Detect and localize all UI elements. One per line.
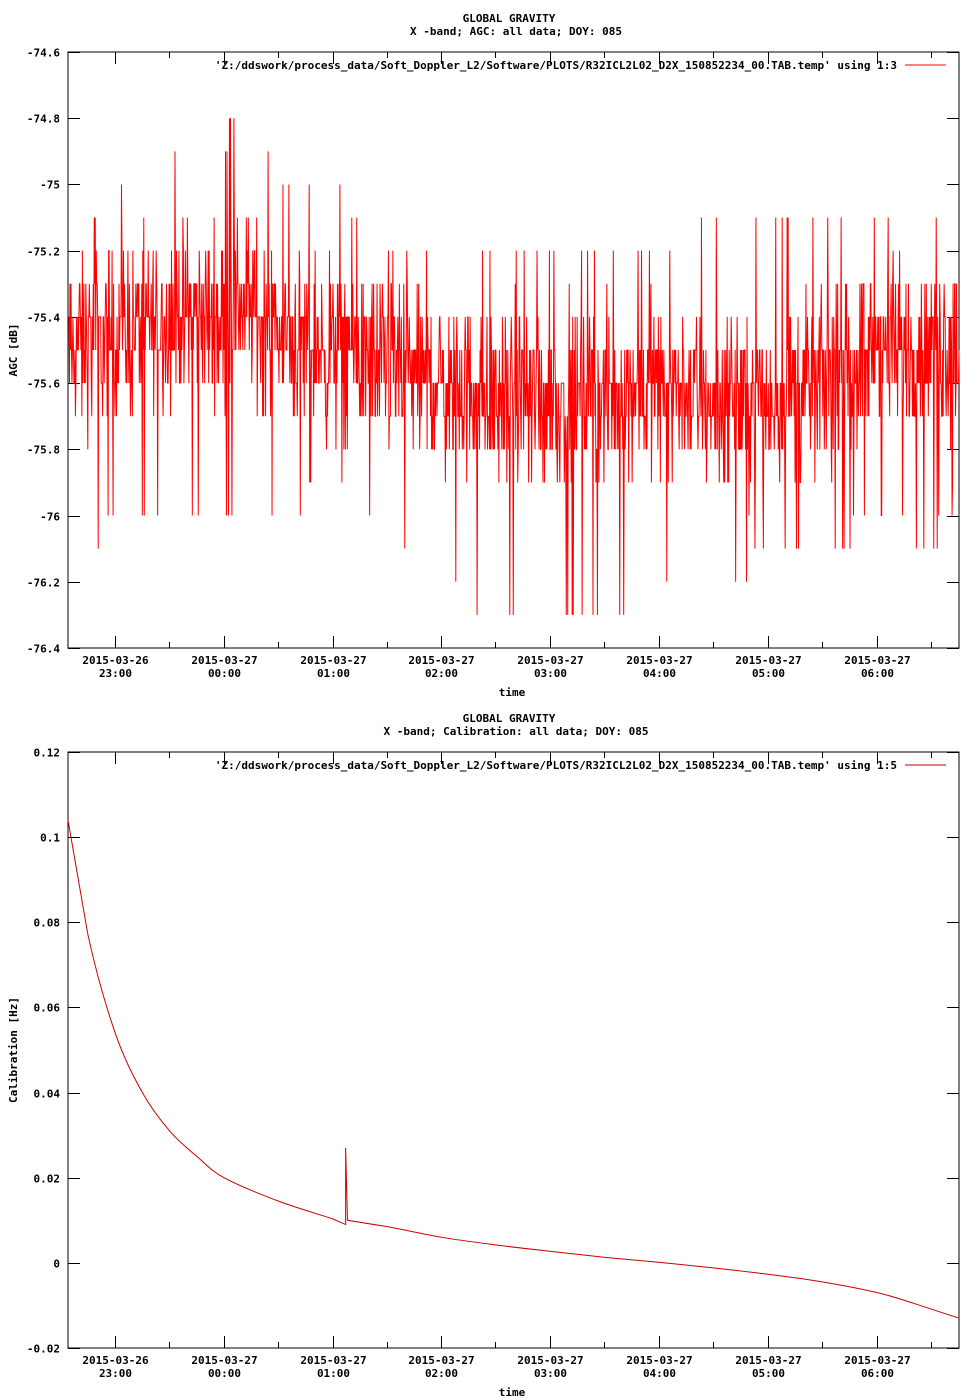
x-tick-labels: 2015-03-2623:002015-03-2700:002015-03-27…	[82, 1354, 910, 1380]
x-tick-date-label: 2015-03-26	[82, 654, 149, 667]
chart-title-line2: X -band; Calibration: all data; DOY: 085	[384, 725, 649, 738]
x-tick-date-label: 2015-03-27	[191, 1354, 257, 1367]
x-tick-date-label: 2015-03-27	[626, 654, 692, 667]
x-tick-time-label: 00:00	[208, 1367, 241, 1380]
y-tick-label: -76.2	[27, 577, 60, 590]
y-tick-label: -75.4	[27, 312, 60, 325]
x-tick-time-label: 05:00	[752, 1367, 785, 1380]
y-tick-label: -75.2	[27, 246, 60, 259]
y-tick-label: -75	[40, 179, 60, 192]
y-tick-label: -0.02	[27, 1343, 60, 1356]
y-tick-label: -76	[40, 511, 60, 524]
y-tick-label: 0.1	[40, 832, 60, 845]
chart-title-line1: GLOBAL GRAVITY	[463, 712, 556, 725]
y-tick-label: -75.6	[27, 378, 60, 391]
x-axis-label: time	[499, 1386, 526, 1399]
agc-chart: GLOBAL GRAVITY X -band; AGC: all data; D…	[7, 12, 960, 699]
x-tick-time-label: 23:00	[99, 1367, 132, 1380]
chart-title-line1: GLOBAL GRAVITY	[463, 12, 556, 25]
x-tick-labels: 2015-03-2623:002015-03-2700:002015-03-27…	[82, 654, 910, 680]
x-tick-time-label: 00:00	[208, 667, 241, 680]
x-tick-time-label: 02:00	[425, 1367, 458, 1380]
y-tick-label: 0.02	[34, 1173, 61, 1186]
y-axis-label: AGC [dB]	[7, 324, 20, 377]
x-tick-date-label: 2015-03-27	[300, 654, 366, 667]
plot-area	[67, 751, 960, 1349]
x-tick-time-label: 03:00	[534, 1367, 567, 1380]
x-tick-date-label: 2015-03-27	[626, 1354, 692, 1367]
y-tick-label: 0.04	[34, 1088, 61, 1101]
agc-series-line	[68, 118, 960, 615]
x-tick-date-label: 2015-03-27	[844, 654, 910, 667]
y-tick-label: 0.06	[34, 1002, 61, 1015]
x-tick-time-label: 03:00	[534, 667, 567, 680]
legend-label: 'Z:/ddswork/process_data/Soft_Doppler_L2…	[215, 759, 897, 772]
x-tick-time-label: 04:00	[643, 667, 676, 680]
x-tick-date-label: 2015-03-26	[82, 1354, 149, 1367]
x-tick-time-label: 01:00	[317, 1367, 350, 1380]
x-tick-date-label: 2015-03-27	[844, 1354, 910, 1367]
legend-label: 'Z:/ddswork/process_data/Soft_Doppler_L2…	[215, 59, 897, 72]
y-tick-labels: 0.12 0.1 0.08 0.06 0.04 0.02 0 -0.02	[27, 747, 60, 1356]
x-tick-date-label: 2015-03-27	[735, 654, 801, 667]
calibration-chart: GLOBAL GRAVITY X -band; Calibration: all…	[7, 712, 960, 1399]
chart-title-line2: X -band; AGC: all data; DOY: 085	[410, 25, 622, 38]
y-tick-label: -74.8	[27, 113, 60, 126]
x-tick-time-label: 06:00	[861, 1367, 894, 1380]
plot-frame	[67, 751, 960, 1349]
x-tick-time-label: 01:00	[317, 667, 350, 680]
x-tick-date-label: 2015-03-27	[408, 1354, 474, 1367]
plot-area	[67, 51, 960, 649]
y-tick-label: -74.6	[27, 47, 60, 60]
y-tick-label: -75.8	[27, 444, 60, 457]
x-tick-date-label: 2015-03-27	[191, 654, 257, 667]
x-tick-time-label: 06:00	[861, 667, 894, 680]
y-tick-label: 0	[53, 1258, 60, 1271]
x-tick-time-label: 02:00	[425, 667, 458, 680]
x-tick-date-label: 2015-03-27	[517, 654, 583, 667]
x-axis-label: time	[499, 686, 526, 699]
x-tick-date-label: 2015-03-27	[408, 654, 474, 667]
x-tick-time-label: 04:00	[643, 1367, 676, 1380]
y-tick-label: -76.4	[27, 643, 60, 656]
x-tick-date-label: 2015-03-27	[300, 1354, 366, 1367]
x-tick-time-label: 23:00	[99, 667, 132, 680]
y-axis-label: Calibration [Hz]	[7, 997, 20, 1103]
x-tick-date-label: 2015-03-27	[517, 1354, 583, 1367]
calibration-series-line	[67, 820, 960, 1319]
y-tick-labels: -74.6 -74.8 -75 -75.2 -75.4 -75.6 -75.8 -76 -76.…	[27, 47, 60, 656]
y-tick-label: 0.12	[34, 747, 61, 760]
x-tick-date-label: 2015-03-27	[735, 1354, 801, 1367]
x-tick-time-label: 05:00	[752, 667, 785, 680]
y-tick-label: 0.08	[34, 917, 61, 930]
